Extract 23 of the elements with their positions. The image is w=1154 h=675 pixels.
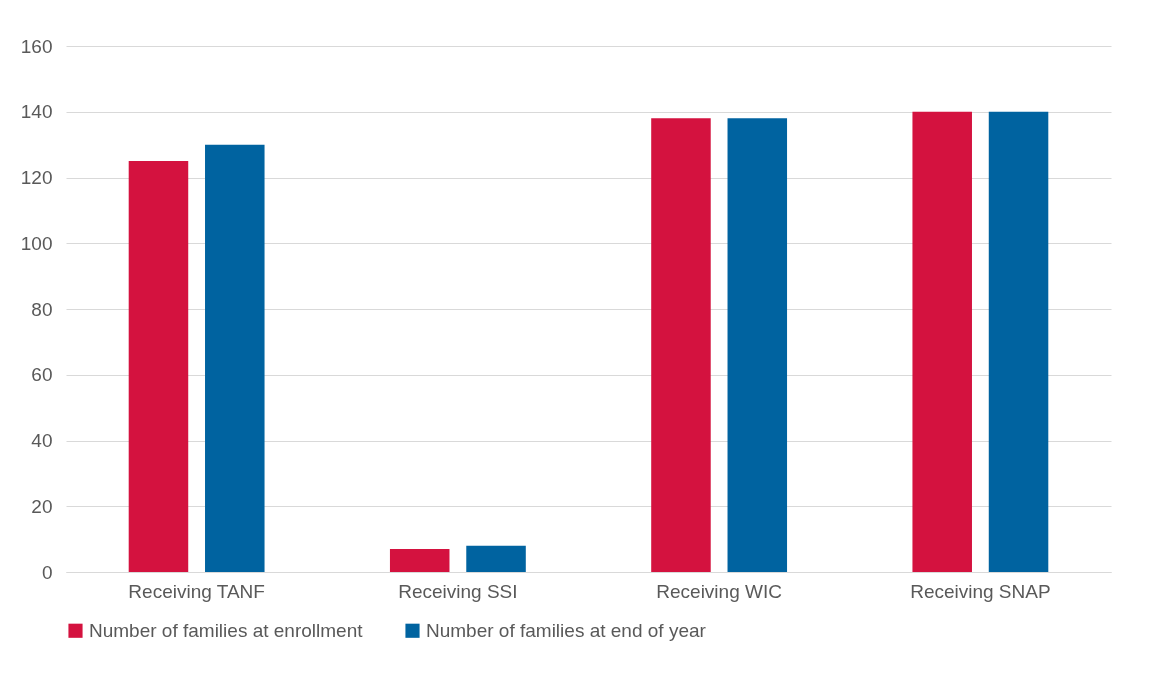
x-tick-label: Receiving WIC <box>656 580 782 602</box>
bar <box>466 545 526 572</box>
y-tick-label: 100 <box>20 232 53 254</box>
bar <box>651 118 711 572</box>
y-tick-label: 60 <box>31 364 53 386</box>
y-tick-label: 160 <box>20 35 53 57</box>
y-tick-label: 0 <box>41 561 53 583</box>
y-tick-label: 20 <box>31 495 53 517</box>
bar <box>389 548 450 572</box>
x-tick-label: Receiving TANF <box>128 580 265 602</box>
x-tick-label: Receiving SSI <box>398 580 518 602</box>
bar <box>205 144 265 572</box>
x-tick-label: Receiving SNAP <box>910 580 1051 602</box>
bar <box>988 111 1049 572</box>
y-tick-label: 140 <box>20 101 53 123</box>
legend-label: Number of families at end of year <box>426 619 707 641</box>
bar <box>727 118 788 572</box>
y-tick-label: 120 <box>20 167 53 188</box>
bar <box>912 111 972 572</box>
legend-label: Number of families at enrollment <box>89 619 364 641</box>
bar <box>128 161 189 572</box>
y-tick-label: 80 <box>31 298 53 320</box>
y-tick-label: 40 <box>31 430 53 451</box>
